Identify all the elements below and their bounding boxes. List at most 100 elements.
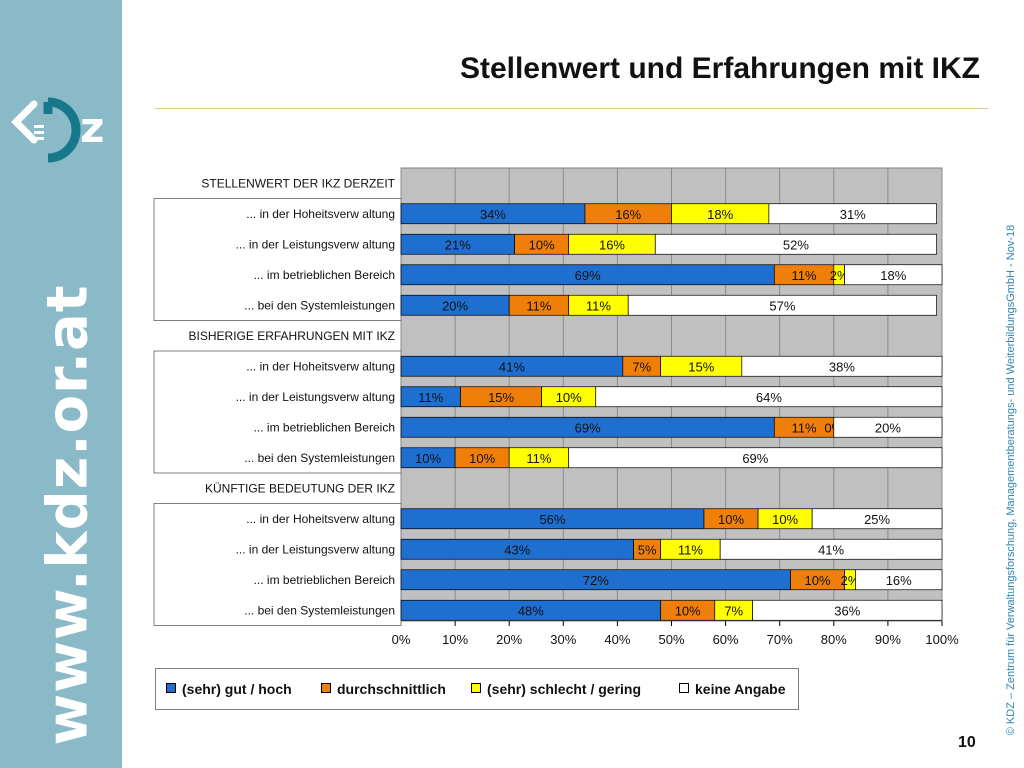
data-label: 20% (442, 298, 468, 313)
bar-segment (568, 447, 943, 469)
x-tick-label: 50% (658, 632, 684, 647)
data-label: 11% (418, 390, 443, 405)
data-label: 10% (675, 603, 701, 618)
data-label: 11% (526, 451, 551, 466)
copyright-notice: © KDZ – Zentrum für Verwaltungsforschung… (1005, 224, 1017, 736)
legend-label: (sehr) schlecht / gering (487, 681, 642, 697)
data-label: 72% (583, 573, 609, 588)
bar-segment (844, 264, 943, 286)
bar-segment (833, 416, 943, 438)
data-label: 10% (556, 390, 582, 405)
title-divider (155, 108, 988, 109)
bar-segment (811, 508, 943, 530)
data-label: 36% (834, 603, 860, 618)
data-label: 41% (499, 359, 525, 374)
x-tick-label: 10% (442, 632, 468, 647)
data-label: 56% (539, 512, 565, 527)
legend-swatch (321, 683, 331, 693)
data-label: 38% (829, 359, 855, 374)
legend-label: (sehr) gut / hoch (182, 681, 292, 697)
group-label: BISHERIGE ERFAHRUNGEN MIT IKZ (189, 329, 395, 343)
data-label: 69% (575, 420, 601, 435)
data-label: 11% (526, 298, 551, 313)
category-label: ... bei den Systemleistungen (244, 451, 395, 465)
data-label: 34% (480, 207, 506, 222)
site-url[interactable]: www.kdz.or.at (35, 284, 101, 746)
data-label: 11% (678, 542, 703, 557)
legend-entry: keine Angabe (679, 681, 786, 697)
bar-segment (768, 203, 937, 225)
category-label: ... im betrieblichen Bereich (254, 573, 395, 587)
x-tick-label: 30% (550, 632, 576, 647)
bar-segment (627, 294, 937, 316)
kdz-logo-icon: z (11, 97, 104, 163)
data-label: 16% (599, 237, 625, 252)
stacked-bar-chart: 0% 10% 20% 30% 40% 50% 60% 70% 80% 90% 100% STELLEN… (153, 167, 959, 647)
data-label: 2% (841, 573, 860, 588)
data-label: 43% (504, 542, 530, 557)
x-tick-label: 90% (875, 632, 901, 647)
data-label: 7% (632, 359, 651, 374)
data-label: 11% (586, 298, 611, 313)
data-label: 16% (615, 207, 641, 222)
legend-entry: (sehr) gut / hoch (166, 681, 292, 697)
category-label: ... im betrieblichen Bereich (254, 420, 395, 434)
data-label: 16% (886, 573, 912, 588)
x-tick-label: 0% (392, 632, 411, 647)
data-label: 11% (792, 420, 817, 435)
x-tick-label: 70% (767, 632, 793, 647)
svg-text:z: z (80, 103, 104, 152)
legend-label: durchschnittlich (337, 681, 446, 697)
x-tick-label: 100% (925, 632, 959, 647)
data-label: 57% (769, 298, 795, 313)
data-label: 10% (805, 573, 831, 588)
data-label: 5% (638, 542, 657, 557)
page-number: 10 (958, 734, 976, 751)
group-label: STELLENWERT DER IKZ DERZEIT (201, 176, 395, 190)
data-label: 20% (875, 420, 901, 435)
x-tick-label: 80% (821, 632, 847, 647)
data-label: 18% (880, 268, 906, 283)
data-label: 2% (830, 268, 849, 283)
x-tick-label: 60% (713, 632, 739, 647)
data-label: 21% (445, 237, 471, 252)
data-label: 10% (469, 451, 495, 466)
legend-entry: (sehr) schlecht / gering (471, 681, 641, 697)
bar-segment (752, 599, 943, 621)
bar-segment (654, 233, 937, 255)
category-label: ... in der Hoheitsverw altung (246, 359, 395, 373)
data-label: 10% (415, 451, 441, 466)
category-label: ... in der Leistungsverw altung (236, 390, 395, 404)
group-label: KÜNFTIGE BEDEUTUNG DER IKZ (205, 481, 395, 495)
data-label: 7% (724, 603, 743, 618)
category-label: ... in der Hoheitsverw altung (246, 207, 395, 221)
data-label: 41% (818, 542, 844, 557)
data-label: 52% (783, 237, 809, 252)
data-label: 11% (792, 268, 817, 283)
legend-swatch (471, 683, 481, 693)
data-label: 25% (864, 512, 890, 527)
category-label: ... bei den Systemleistungen (244, 298, 395, 312)
category-label: ... in der Hoheitsverw altung (246, 512, 395, 526)
legend-swatch (679, 683, 689, 693)
category-label: ... in der Leistungsverw altung (236, 237, 395, 251)
category-label: ... im betrieblichen Bereich (254, 268, 395, 282)
sidebar: z www.kdz.or.at (0, 0, 122, 768)
bar-segment (719, 538, 943, 560)
category-label-box (153, 350, 402, 474)
data-label: 64% (756, 390, 782, 405)
legend-swatch (166, 683, 176, 693)
legend-label: keine Angabe (695, 681, 786, 697)
chart-legend: (sehr) gut / hoch durchschnittlich (sehr) … (155, 668, 799, 710)
data-label: 15% (488, 390, 514, 405)
bar-segment (741, 355, 943, 377)
category-label-box (153, 503, 402, 626)
data-label: 10% (718, 512, 744, 527)
data-label: 69% (742, 451, 768, 466)
data-label: 18% (707, 207, 733, 222)
bar-segment (855, 569, 943, 591)
legend-entry: durchschnittlich (321, 681, 446, 697)
category-label: ... in der Leistungsverw altung (236, 542, 395, 556)
data-label: 15% (688, 359, 714, 374)
data-label: 48% (518, 603, 544, 618)
